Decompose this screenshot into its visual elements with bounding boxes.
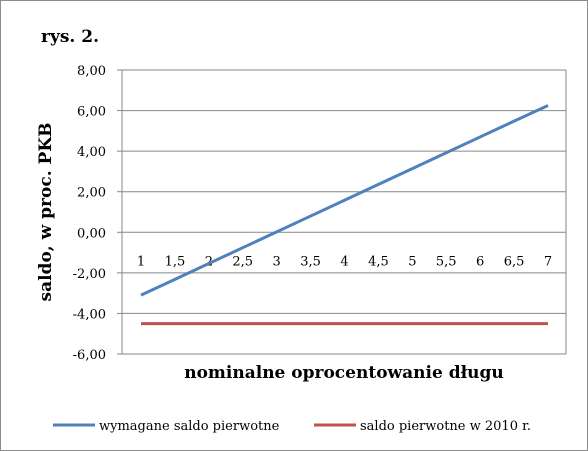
y-axis-label: saldo, w proc. PKB: [36, 123, 56, 302]
x-tick-label: 6,5: [504, 254, 525, 269]
x-tick-label: 5,5: [436, 254, 457, 269]
y-tick-labels: 8,00 6,00 4,00 2,00 0,00 -2,00 -4,00 -6,00: [73, 64, 106, 363]
x-tick-label: 6: [476, 254, 484, 269]
legend-label-1: wymagane saldo pierwotne: [99, 419, 280, 434]
y-tick-label: 0,00: [77, 226, 106, 241]
y-tick-label: 8,00: [77, 64, 106, 79]
x-axis-label: nominalne oprocentowanie długu: [184, 363, 504, 383]
x-tick-label: 5: [408, 254, 416, 269]
series-lines: [141, 106, 548, 324]
legend: wymagane saldo pierwotne saldo pierwotne …: [53, 419, 531, 434]
y-tick-label: -6,00: [73, 348, 106, 363]
x-tick-label: 3,5: [300, 254, 321, 269]
legend-label-2: saldo pierwotne w 2010 r.: [360, 419, 531, 434]
x-tick-label: 2,5: [232, 254, 253, 269]
x-tick-label: 4: [340, 254, 348, 269]
y-tick-label: -4,00: [73, 307, 106, 322]
y-tick-label: 2,00: [77, 186, 106, 201]
x-tick-label: 4,5: [368, 254, 389, 269]
y-tick-label: 6,00: [77, 105, 106, 120]
x-tick-label: 3: [273, 254, 281, 269]
chart-title: rys. 2.: [41, 27, 99, 47]
x-tick-label: 7: [544, 254, 552, 269]
gridlines: [117, 70, 566, 354]
y-tick-label: 4,00: [77, 145, 106, 160]
y-tick-label: -2,00: [73, 267, 106, 282]
x-tick-label: 1: [137, 254, 145, 269]
x-tick-label: 1,5: [165, 254, 186, 269]
